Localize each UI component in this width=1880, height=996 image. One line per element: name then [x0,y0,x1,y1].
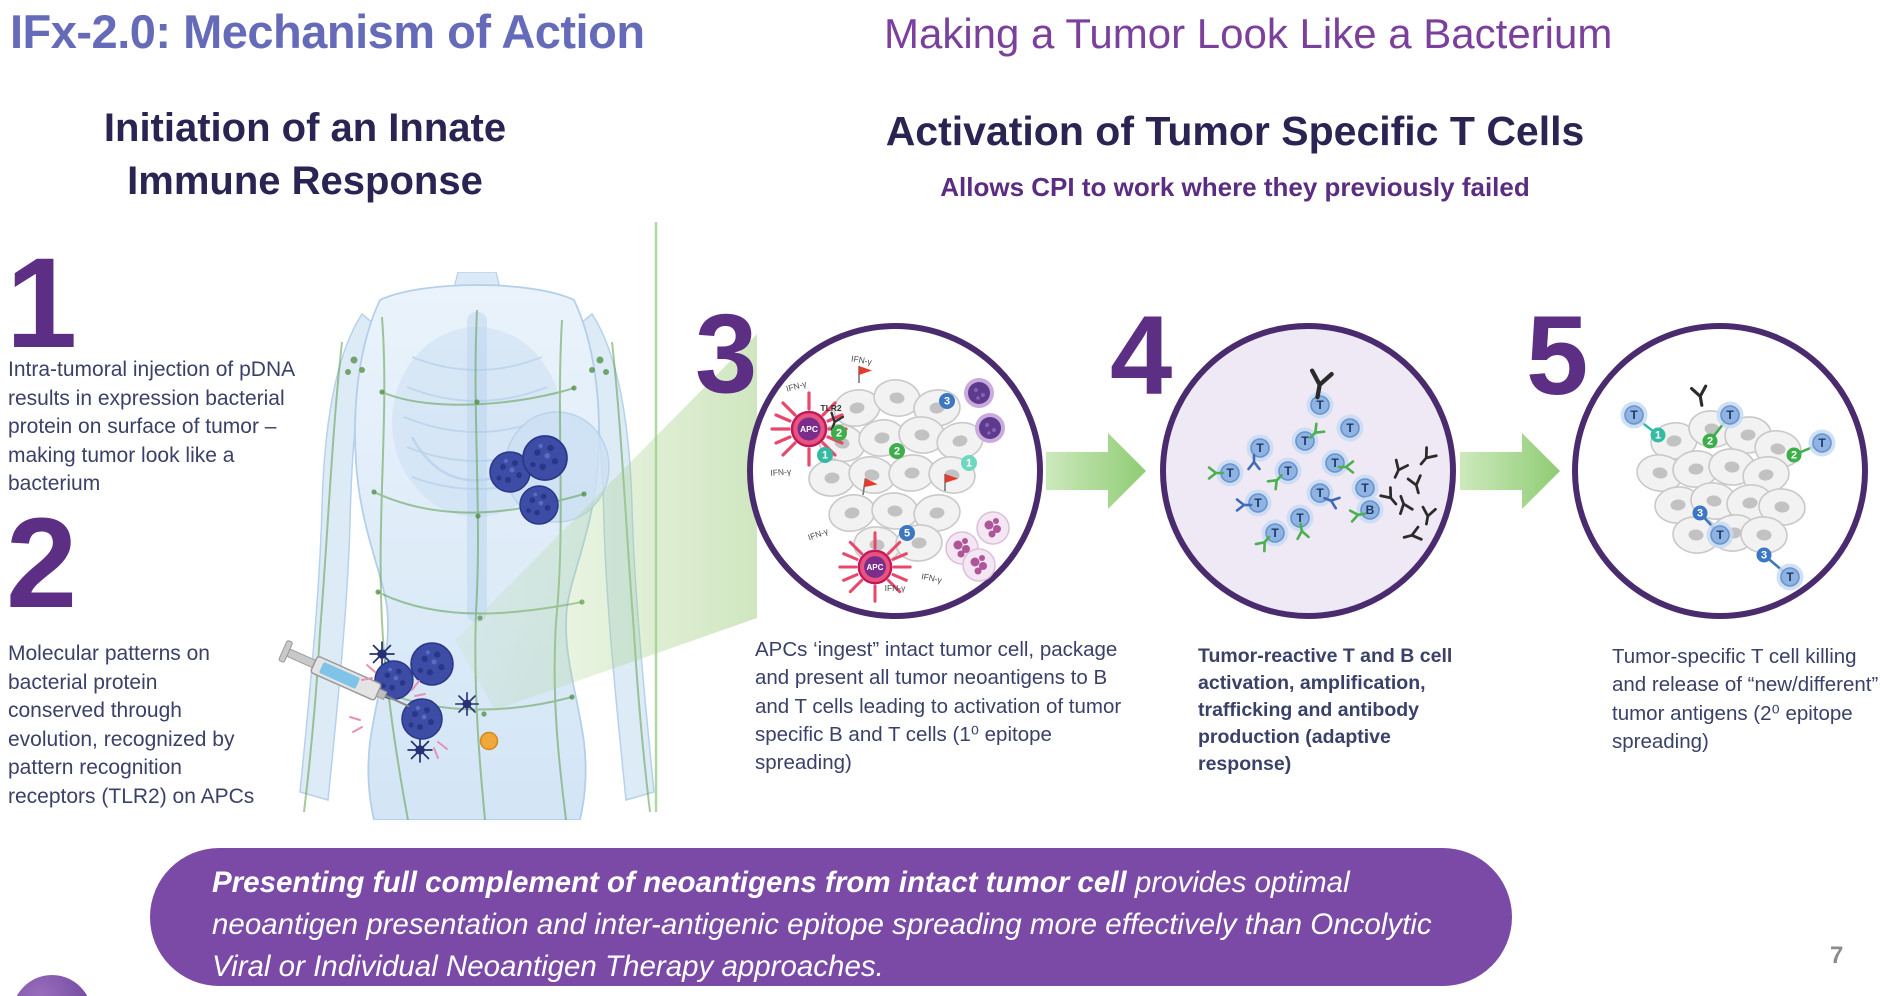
summary-banner-lead: Presenting full complement of neoantigen… [212,866,1127,899]
svg-text:T: T [1726,408,1734,422]
step-4-caption: Tumor-reactive T and B cell activation, … [1198,645,1453,775]
antibody-icon [1690,384,1711,409]
right-section-subheading: Allows CPI to work where they previously… [940,172,1530,202]
svg-text:3: 3 [1697,508,1703,520]
svg-text:T: T [1331,456,1339,470]
svg-text:T: T [1296,511,1304,525]
antigen-badges: 1 2 2 1 3 5 [817,393,977,541]
orange-node [479,731,499,751]
killing-t-cells: 1 T 2 T 2 T 3 T 3 T [1619,400,1837,592]
left-arm-shape [299,312,375,801]
svg-text:T: T [1361,481,1369,495]
svg-text:2: 2 [894,446,900,458]
flow-arrow-4-to-5 [1460,433,1560,509]
svg-text:APC: APC [866,563,883,572]
svg-text:T: T [1301,434,1309,448]
flow-arrow-3-to-4 [1046,433,1146,509]
svg-text:2: 2 [1707,436,1713,448]
step-2-number: 2 [6,492,78,635]
svg-text:APC: APC [800,424,818,434]
step-1-text: Intra-tumoral injection of pDNA results … [8,358,294,496]
step-4-number: 4 [1110,293,1173,418]
apc-cell-icon: APC [838,531,912,603]
t-cell-group: T T T T T T T T T T T T B [1215,390,1385,548]
svg-text:IFN-γ: IFN-γ [785,378,808,393]
svg-text:5: 5 [904,528,910,540]
svg-text:T: T [1284,464,1292,478]
stage-5-circle: 1 T 2 T 2 T 3 T 3 T [1572,323,1868,619]
injection-sparks [349,664,448,759]
svg-text:T: T [1716,528,1724,542]
right-section-heading: Activation of Tumor Specific T Cells [885,108,1585,154]
syringe-icon [278,640,410,708]
svg-text:T: T [1818,436,1826,450]
svg-text:3: 3 [1761,550,1767,562]
svg-text:IFN-γ: IFN-γ [806,526,830,543]
step-5-caption: Tumor-specific T cell killing and releas… [1612,645,1879,753]
svg-text:T: T [1316,398,1324,412]
svg-text:T: T [1786,570,1794,584]
svg-text:1: 1 [966,458,972,470]
svg-text:IFN-γ: IFN-γ [920,571,943,585]
svg-text:T: T [1256,441,1264,455]
step-2-text: Molecular patterns on bacterial protein … [8,642,255,808]
svg-text:IFN-γ: IFN-γ [850,353,873,367]
apc-cell-icon: APC [770,391,848,467]
step-3-caption: APCs ‘ingest” intact tumor cell, package… [755,638,1122,775]
page-number: 7 [1830,942,1844,969]
svg-text:T: T [1226,466,1234,480]
svg-text:T: T [1346,421,1354,435]
summary-banner-text: Presenting full complement of neoantigen… [212,862,1462,989]
svg-text:IFN-γ: IFN-γ [885,583,907,593]
svg-text:T: T [1316,486,1324,500]
svg-text:B: B [1366,503,1375,517]
b-cell: B [1355,495,1385,525]
svg-text:3: 3 [944,396,950,408]
step-3-number: 3 [695,291,758,416]
svg-text:T: T [1271,526,1279,540]
left-section-heading: Initiation of an Innate Immune Response [103,106,507,203]
body-lymphatic-illustration [278,272,655,820]
step-5-number: 5 [1526,293,1589,418]
summary-banner: Presenting full complement of neoantigen… [150,848,1512,986]
step-1-number: 1 [6,232,78,375]
summary-banner-rest: provides optimal neoantigen presentation… [212,866,1432,984]
corner-decoration-circle [12,975,92,996]
svg-text:1: 1 [1655,430,1661,442]
stage-4-circle: T T T T T T T T T T T T B [1160,323,1456,619]
svg-text:T: T [1630,408,1638,422]
page-title: IFx-2.0: Mechanism of Action [10,5,645,58]
svg-text:1: 1 [822,450,828,462]
page-subtitle: Making a Tumor Look Like a Bacterium [884,10,1613,57]
svg-text:2: 2 [836,428,842,440]
svg-text:2: 2 [1791,450,1797,462]
svg-text:T: T [1254,496,1262,510]
tlr2-label: TLR2 [820,403,842,413]
stage-3-circle: APC APC TLR2 1 2 2 1 3 5 IFN-γ IFN-γ IFN… [747,323,1043,619]
svg-text:IFN-γ: IFN-γ [770,466,792,478]
